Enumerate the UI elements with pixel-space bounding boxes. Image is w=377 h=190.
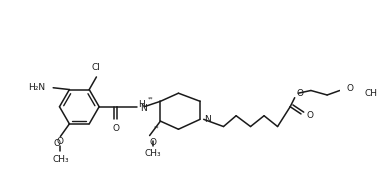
Text: **: ** <box>154 126 159 131</box>
Text: CH₃: CH₃ <box>365 89 377 98</box>
Text: O: O <box>347 84 354 93</box>
Text: O: O <box>307 111 313 120</box>
Text: H: H <box>138 100 145 109</box>
Text: O: O <box>53 139 60 148</box>
Text: CH₃: CH₃ <box>52 154 69 164</box>
Text: Cl: Cl <box>92 63 101 72</box>
Text: N: N <box>205 115 211 124</box>
Text: **: ** <box>148 96 153 101</box>
Text: O: O <box>296 89 303 98</box>
Text: N: N <box>140 104 146 113</box>
Text: O: O <box>57 137 64 146</box>
Text: O: O <box>112 124 119 133</box>
Text: CH₃: CH₃ <box>145 149 161 158</box>
Text: H₂N: H₂N <box>28 83 45 92</box>
Text: O: O <box>150 138 157 147</box>
